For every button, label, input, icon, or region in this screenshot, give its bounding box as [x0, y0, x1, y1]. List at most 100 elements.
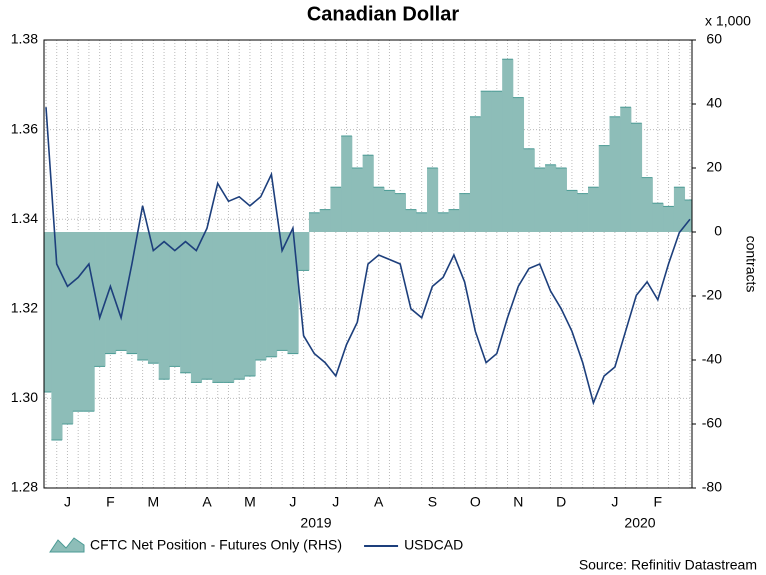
area-step: [94, 232, 106, 367]
area-step: [512, 97, 525, 232]
y2-tick-label: -60: [702, 415, 722, 431]
area-step: [416, 212, 428, 232]
year-label: 2019: [300, 515, 331, 531]
chart-title: Canadian Dollar: [307, 3, 459, 25]
area-step: [469, 116, 482, 232]
plot: J F M A M J J A S O N D J F 1.28 1.30 1.32 1.34 1.36 1.38 -8…: [11, 31, 722, 510]
y2-tick-label: -20: [702, 287, 722, 303]
area-step: [641, 177, 653, 232]
y2-tick-label: 40: [706, 95, 722, 111]
area-step: [190, 232, 203, 383]
area-step: [394, 193, 406, 232]
area-step: [137, 232, 149, 360]
area-step: [255, 232, 267, 360]
area-step: [566, 190, 578, 232]
y2-tick-label: 20: [706, 159, 722, 175]
area-step: [673, 187, 686, 232]
legend-label: CFTC Net Position - Futures Only (RHS): [90, 537, 342, 553]
area-step: [298, 232, 310, 271]
line-series: [45, 107, 691, 406]
y2-tick-label: -80: [702, 479, 722, 495]
area-step: [319, 209, 331, 232]
area-step: [491, 91, 503, 232]
area-step: [105, 232, 117, 354]
y2-unit-label: x 1,000: [705, 13, 751, 29]
area-step: [308, 212, 321, 232]
x-tick-label: M: [244, 494, 256, 510]
x-tick-label: J: [289, 494, 296, 510]
y-tick-label: 1.28: [11, 479, 38, 495]
area-step: [180, 232, 192, 373]
source: Source: Refinitiv Datastream: [579, 557, 757, 573]
plot-frame: [43, 39, 693, 489]
area-step: [630, 123, 643, 232]
area-step: [534, 168, 546, 232]
area-step: [405, 209, 417, 232]
x-tick-label: F: [106, 494, 115, 510]
y-tick-label: 1.36: [11, 120, 38, 136]
area-step: [83, 232, 95, 412]
x-tick-label: O: [470, 494, 481, 510]
legend-label: USDCAD: [404, 537, 463, 553]
area-step: [384, 190, 396, 232]
x-tick-label: J: [64, 494, 71, 510]
y-tick-label: 1.32: [11, 300, 38, 316]
y2-tick-label: 60: [706, 31, 722, 47]
area-step: [223, 232, 235, 383]
x-tick-label: A: [374, 494, 384, 510]
area-step: [437, 212, 449, 232]
year-label: 2020: [624, 515, 655, 531]
area-step: [502, 59, 514, 233]
y-tick-label: 1.38: [11, 31, 38, 47]
x-tick-label: F: [654, 494, 663, 510]
legend-swatch: [49, 537, 85, 553]
area-step: [373, 187, 385, 232]
area-step: [72, 232, 84, 412]
area-step: [523, 148, 535, 232]
x-tick-label: S: [428, 494, 437, 510]
area-step: [684, 200, 693, 232]
area-step: [201, 232, 213, 380]
y2-tick-label: 0: [714, 223, 722, 239]
x-tick-label: J: [611, 494, 618, 510]
y-tick-label: 1.34: [11, 210, 38, 226]
area-step: [233, 232, 245, 380]
area-step: [577, 193, 589, 232]
area-step: [115, 232, 127, 351]
x-tick-label: A: [202, 494, 212, 510]
area-step: [555, 168, 567, 232]
area-step: [126, 232, 138, 354]
area-step: [341, 136, 353, 232]
x-tick-label: J: [332, 494, 339, 510]
y2-axis-label: contracts: [743, 236, 759, 293]
area-step: [266, 232, 278, 357]
area-step: [62, 232, 74, 424]
area-step: [212, 232, 224, 383]
y2-tick-label: -40: [702, 351, 722, 367]
legend: CFTC Net Position - Futures Only (RHS) US…: [49, 537, 463, 553]
area-step: [663, 206, 675, 232]
area-step: [362, 155, 374, 232]
area-step: [44, 232, 52, 392]
x-tick-label: N: [513, 494, 523, 510]
area-step: [287, 232, 299, 354]
area-step: [480, 91, 492, 232]
area-step: [330, 187, 342, 232]
area-step: [51, 232, 63, 440]
area-step: [459, 193, 471, 232]
area-step: [276, 232, 288, 351]
area-step: [652, 203, 664, 232]
area-step: [598, 145, 610, 232]
x-tick-label: M: [147, 494, 159, 510]
area-step: [448, 209, 460, 232]
area-step: [620, 107, 632, 232]
area-step: [427, 168, 439, 232]
y-tick-label: 1.30: [11, 389, 38, 405]
area-step: [244, 232, 256, 376]
area-step: [147, 232, 160, 364]
area-step: [351, 168, 364, 232]
area-step: [588, 187, 600, 232]
area-step: [158, 232, 170, 380]
x-tick-label: D: [556, 494, 566, 510]
